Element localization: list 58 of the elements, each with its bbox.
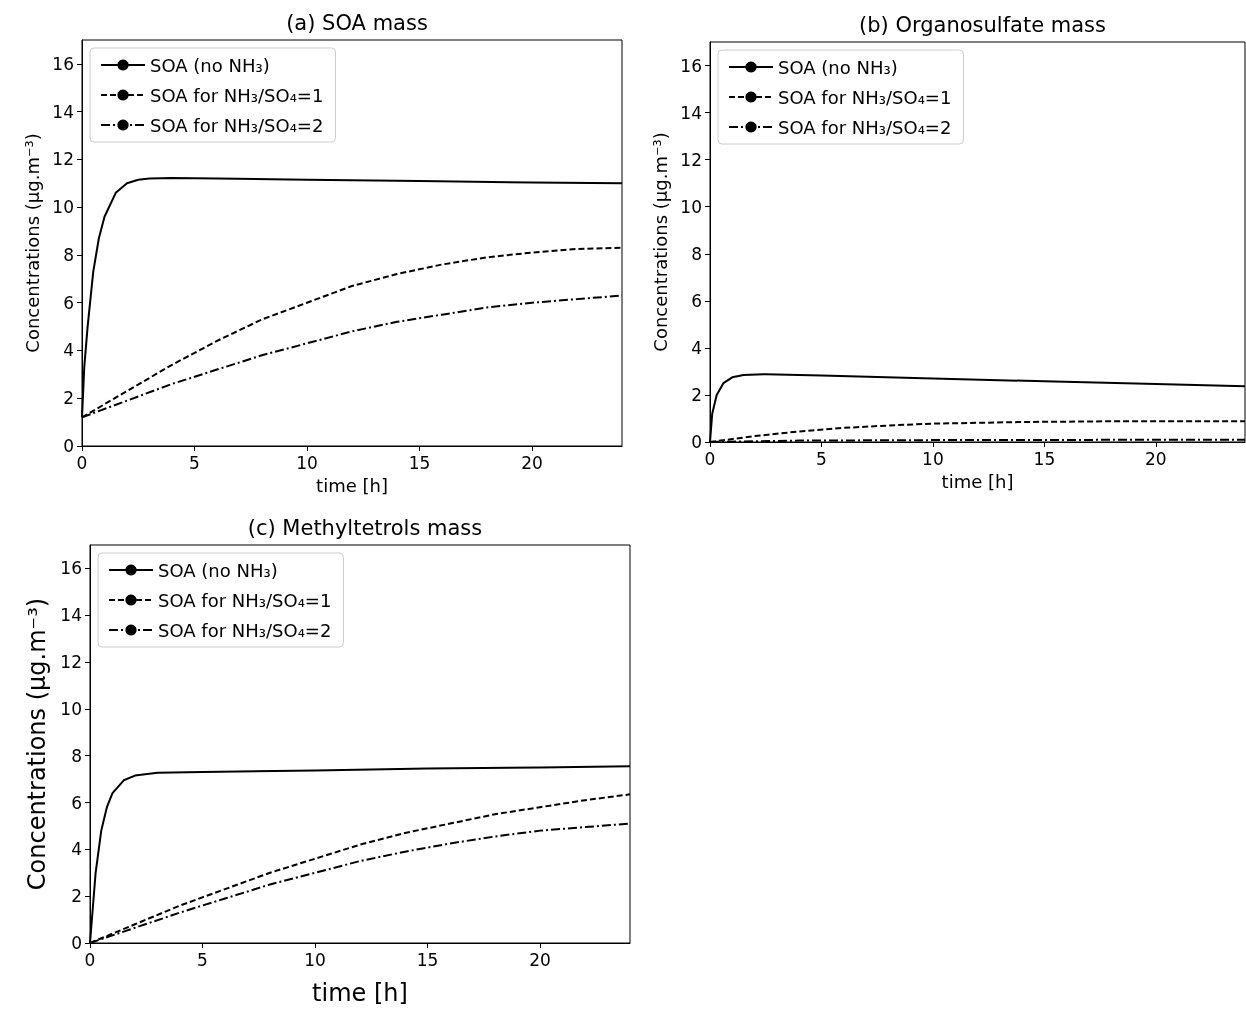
y-axis-title: Concentrations (μg.m⁻³) (649, 132, 671, 352)
y-axis-title: Concentrations (μg.m⁻³) (23, 597, 52, 891)
x-axis-title: time [h] (312, 979, 408, 1007)
y-tick-label: 12 (52, 149, 74, 170)
y-tick-label: 2 (71, 886, 82, 907)
legend-label: SOA (no NH₃) (778, 56, 898, 78)
y-tick-label: 10 (680, 196, 702, 217)
y-tick-label: 6 (71, 792, 82, 813)
y-tick-label: 14 (52, 101, 74, 122)
legend-label: SOA (no NH₃) (150, 54, 270, 76)
y-tick-label: 8 (691, 243, 702, 264)
legend-label: SOA for NH₃/SO₄=2 (150, 114, 324, 136)
y-tick-label: 12 (680, 149, 702, 170)
y-tick-label: 4 (691, 337, 702, 358)
y-tick-label: 14 (680, 102, 702, 123)
y-tick-label: 0 (71, 933, 82, 953)
x-tick-label: 10 (304, 949, 326, 970)
y-tick-label: 2 (63, 388, 74, 409)
y-tick-label: 4 (63, 340, 74, 361)
legend-label: SOA for NH₃/SO₄=1 (778, 86, 952, 108)
x-axis-title: time [h] (941, 470, 1014, 492)
legend-label: SOA for NH₃/SO₄=2 (158, 619, 332, 641)
y-tick-label: 16 (52, 53, 74, 74)
x-tick-label: 0 (84, 949, 96, 970)
x-axis-title: time [h] (316, 474, 388, 496)
y-tick-label: 10 (60, 698, 82, 719)
x-tick-label: 10 (922, 448, 944, 469)
x-tick-label: 10 (296, 452, 318, 473)
y-tick-label: 6 (691, 290, 702, 311)
y-tick-label: 4 (71, 839, 82, 860)
x-tick-label: 5 (189, 452, 200, 473)
y-tick-label: 8 (71, 745, 82, 766)
y-tick-label: 12 (60, 652, 82, 673)
chart-title: (a) SOA mass (286, 10, 428, 35)
x-tick-label: 20 (521, 452, 543, 473)
y-axis-title: Concentrations (μg.m⁻³) (21, 133, 43, 353)
x-tick-label: 5 (816, 448, 827, 469)
x-tick-label: 15 (408, 452, 431, 473)
x-tick-label: 0 (704, 448, 716, 469)
legend-label: SOA for NH₃/SO₄=1 (150, 84, 324, 106)
y-tick-label: 8 (63, 244, 74, 265)
legend-label: SOA (no NH₃) (158, 559, 278, 581)
chart-title: (c) Methyltetrols mass (247, 515, 483, 540)
legend-label: SOA for NH₃/SO₄=1 (158, 589, 332, 611)
x-tick-label: 15 (416, 949, 439, 970)
x-tick-label: 15 (1033, 448, 1056, 469)
x-tick-label: 20 (1145, 448, 1167, 469)
y-tick-label: 14 (60, 605, 82, 626)
x-tick-label: 5 (197, 949, 208, 970)
y-tick-label: 10 (52, 197, 74, 218)
y-tick-label: 0 (691, 432, 702, 452)
y-tick-label: 6 (63, 292, 74, 313)
legend-label: SOA for NH₃/SO₄=2 (778, 116, 952, 138)
y-tick-label: 2 (691, 384, 702, 405)
chart-title: (b) Organosulfate mass (859, 12, 1106, 37)
y-tick-label: 16 (60, 558, 82, 579)
y-tick-label: 16 (680, 55, 702, 76)
x-tick-label: 20 (529, 949, 551, 970)
